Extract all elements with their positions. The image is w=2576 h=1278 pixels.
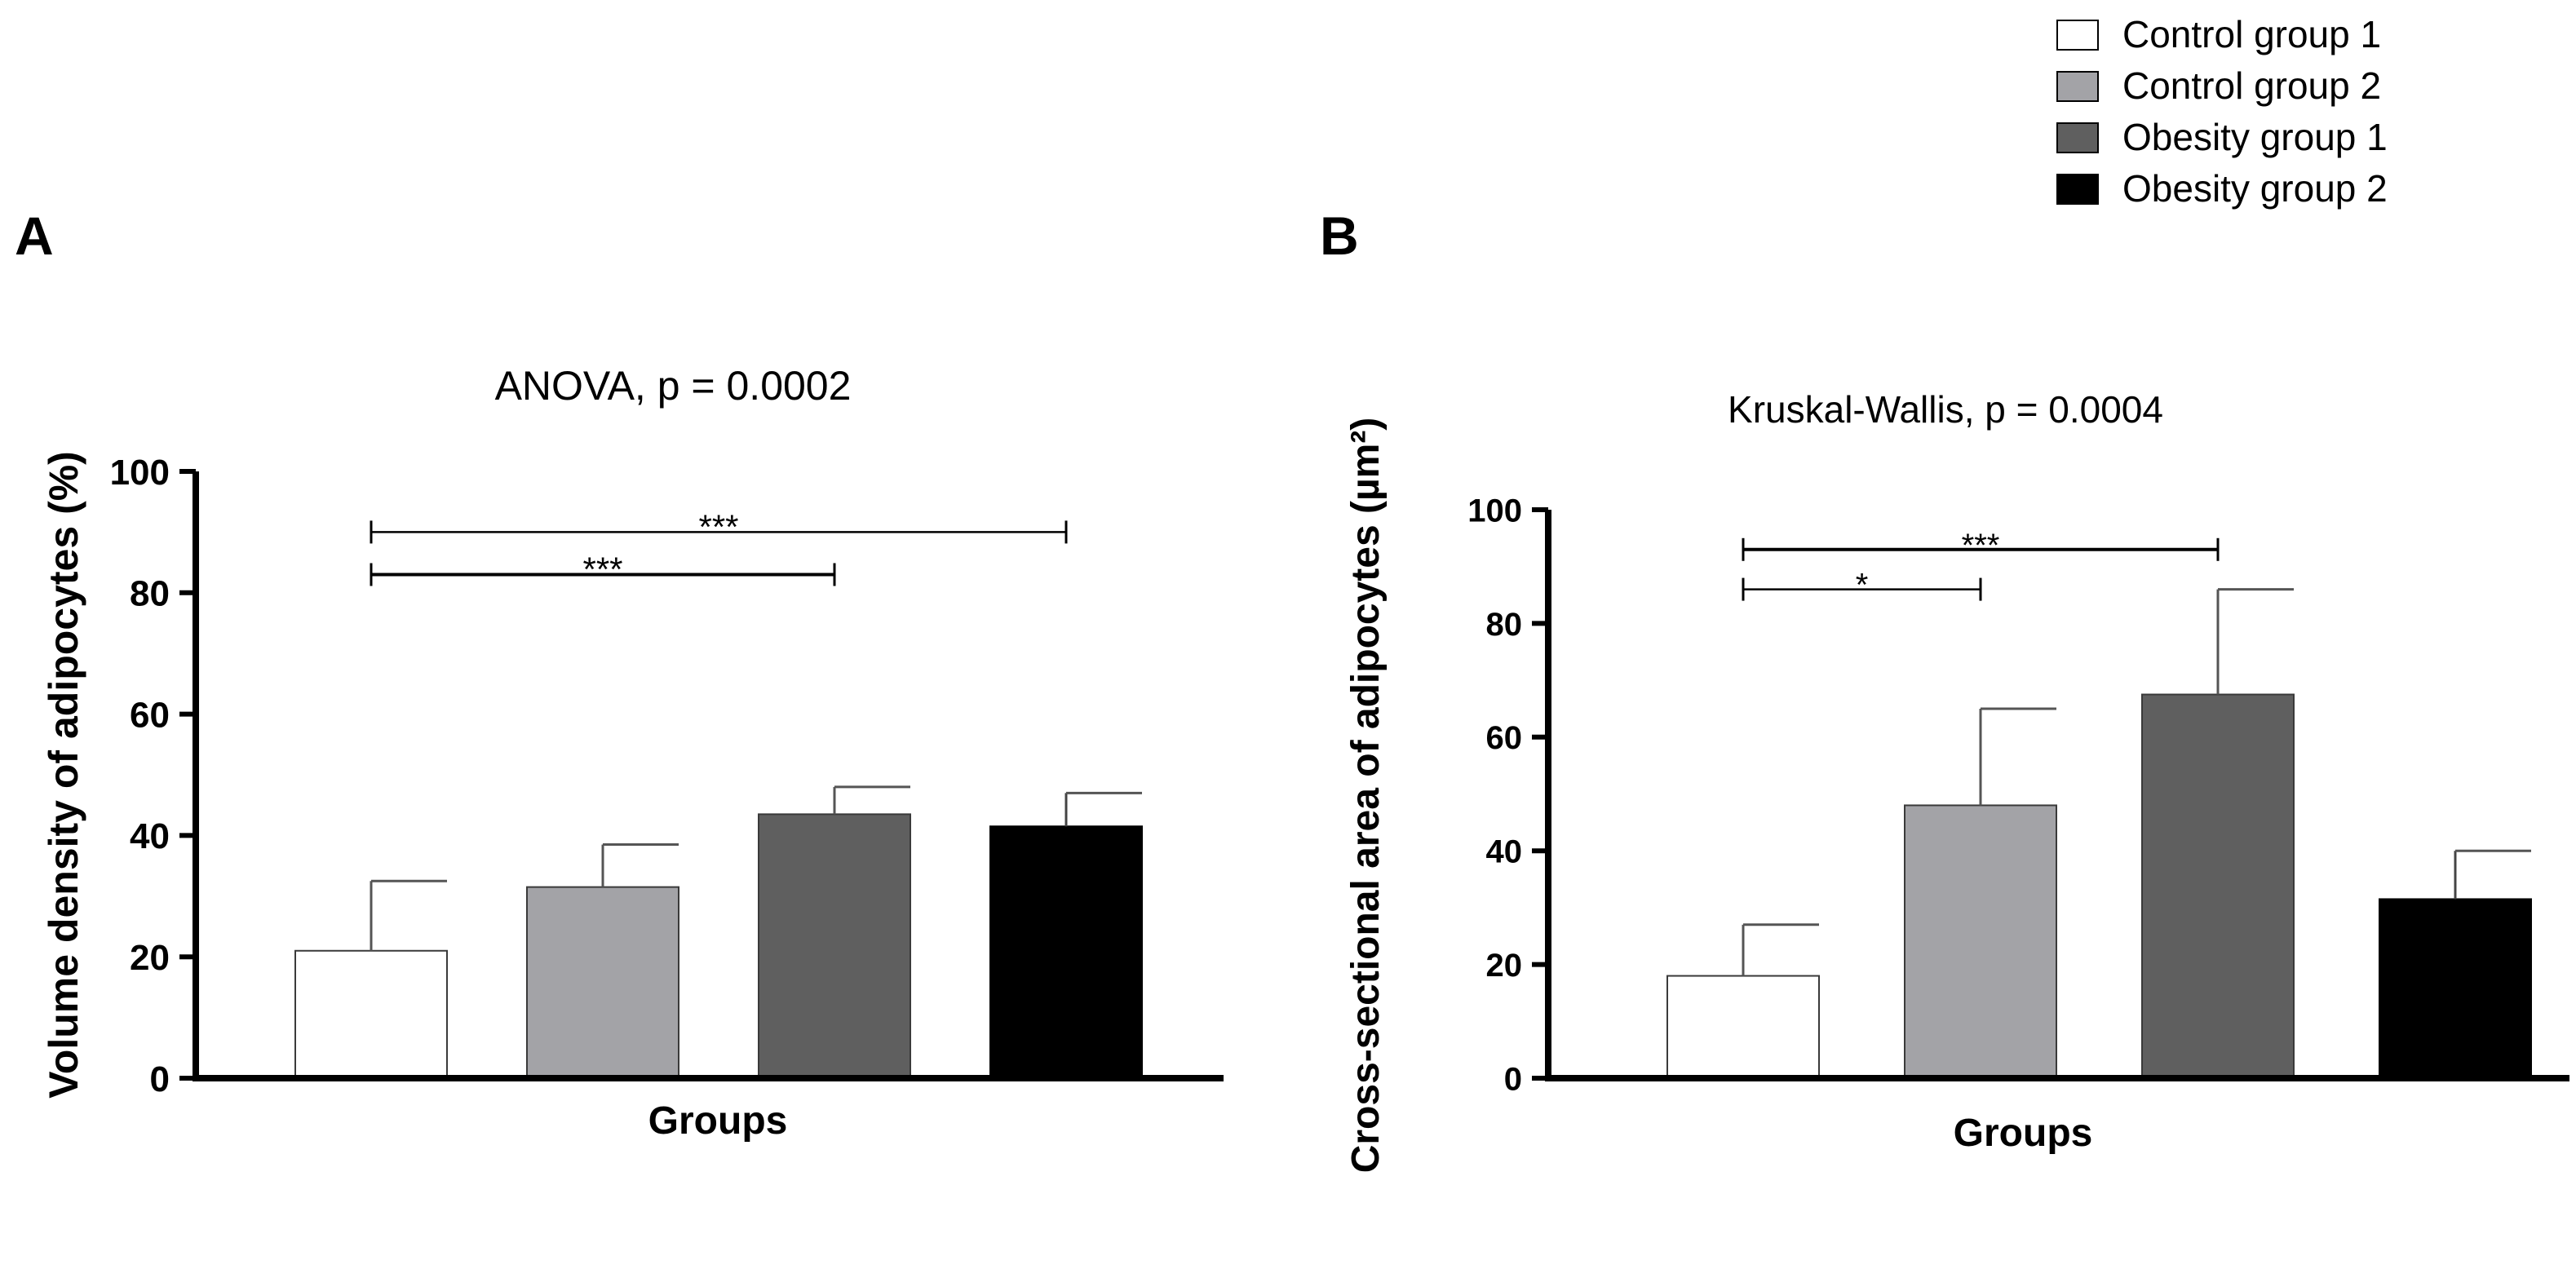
bar-obesity-group-1-b — [2141, 693, 2295, 1080]
y-tick-label-0-a: 0 — [150, 1059, 170, 1099]
panel-b: B Kruskal-Wallis, p = 0.0004 Cross-secti… — [1320, 206, 2569, 1173]
y-tick-label-100-a: 100 — [110, 453, 170, 493]
y-tick-label-60-b: 60 — [1486, 720, 1523, 756]
chart-title-b: Kruskal-Wallis, p = 0.0004 — [1728, 388, 2163, 431]
bar-control-group-2-b — [1904, 804, 2057, 1079]
y-tick-label-80-a: 80 — [130, 574, 170, 614]
panel-a: A ANOVA, p = 0.0002 Volume density of ad… — [15, 206, 1224, 1143]
legend-label-obesity-group-1: Obesity group 1 — [2122, 116, 2388, 158]
bar-obesity-group-1-a — [758, 813, 911, 1079]
legend-swatch-control-group-2 — [2056, 71, 2099, 102]
legend-label-obesity-group-2: Obesity group 2 — [2122, 167, 2388, 210]
y-tick-label-80-b: 80 — [1486, 607, 1523, 643]
legend: Control group 1 Control group 2 Obesity … — [2056, 13, 2388, 210]
bar-obesity-group-2-a — [989, 825, 1143, 1079]
significance-label-1-a: *** — [698, 507, 738, 546]
y-tick-label-40-b: 40 — [1486, 834, 1523, 870]
bar-control-group-2-a — [526, 886, 679, 1080]
bar-control-group-1-b — [1666, 975, 1820, 1080]
bar-control-group-1-a — [294, 949, 448, 1080]
y-tick-label-0-b: 0 — [1504, 1061, 1522, 1097]
y-tick-label-20-a: 20 — [130, 938, 170, 978]
chart-title-a: ANOVA, p = 0.0002 — [495, 363, 852, 409]
significance-label-0-b: * — [1856, 568, 1869, 604]
legend-swatch-control-group-1 — [2056, 20, 2099, 51]
y-tick-label-40-a: 40 — [130, 816, 170, 856]
y-tick-label-100-b: 100 — [1467, 493, 1522, 528]
y-axis-label-a: Volume density of adipocytes (%) — [41, 451, 86, 1099]
y-tick-label-20-b: 20 — [1486, 948, 1523, 984]
bar-obesity-group-2-b — [2379, 898, 2532, 1079]
legend-swatch-obesity-group-1 — [2056, 122, 2099, 153]
x-axis-label-a: Groups — [648, 1099, 788, 1143]
legend-swatch-obesity-group-2 — [2056, 174, 2099, 205]
y-axis-label-b: Cross-sectional area of adipocytes (µm²) — [1344, 418, 1388, 1174]
plot-area-a: 0 20 40 60 80 100 *** *** — [110, 453, 1224, 1099]
panel-label-a: A — [15, 206, 54, 266]
significance-label-0-a: *** — [582, 550, 622, 588]
significance-label-1-b: *** — [1962, 528, 2000, 564]
x-axis-label-b: Groups — [1954, 1112, 2093, 1155]
legend-label-control-group-2: Control group 2 — [2122, 64, 2381, 107]
legend-label-control-group-1: Control group 1 — [2122, 13, 2381, 55]
panel-label-b: B — [1320, 206, 1359, 266]
y-tick-label-60-a: 60 — [130, 695, 170, 735]
